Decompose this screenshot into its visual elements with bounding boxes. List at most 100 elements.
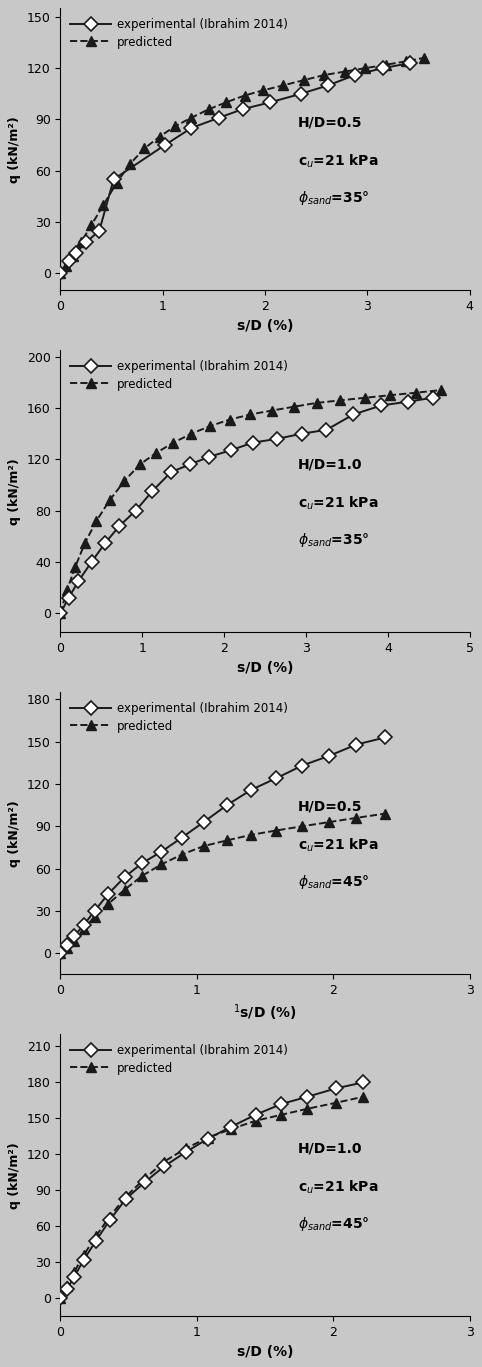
predicted [291,399,296,416]
predicted [171,435,176,451]
experimental (Ibrahim 2014) [117,518,122,534]
experimental (Ibrahim 2014) [253,1106,258,1122]
predicted [299,817,305,834]
predicted [414,384,419,401]
predicted [65,939,70,956]
experimental (Ibrahim 2014) [66,589,71,606]
predicted [72,559,78,576]
predicted [273,823,279,839]
experimental (Ibrahim 2014) [326,77,332,93]
predicted [382,805,388,822]
predicted [253,1113,258,1129]
experimental (Ibrahim 2014) [123,1191,129,1207]
predicted [242,87,248,104]
experimental (Ibrahim 2014) [103,534,108,551]
Text: H/D=1.0: H/D=1.0 [298,1141,362,1155]
experimental (Ibrahim 2014) [183,1144,189,1161]
experimental (Ibrahim 2014) [89,554,94,570]
predicted [57,1290,63,1307]
experimental (Ibrahim 2014) [57,606,63,622]
experimental (Ibrahim 2014) [299,757,305,774]
predicted [223,94,229,111]
Legend: experimental (Ibrahim 2014), predicted: experimental (Ibrahim 2014), predicted [67,14,292,52]
predicted [107,1208,112,1225]
predicted [337,392,343,409]
Legend: experimental (Ibrahim 2014), predicted: experimental (Ibrahim 2014), predicted [67,699,292,735]
Text: H/D=0.5: H/D=0.5 [298,115,362,130]
predicted [123,1188,129,1204]
X-axis label: s/D (%): s/D (%) [237,1345,294,1359]
experimental (Ibrahim 2014) [224,797,230,813]
predicted [101,197,107,213]
predicted [269,402,275,418]
Y-axis label: q (kN/m²): q (kN/m²) [8,116,21,183]
experimental (Ibrahim 2014) [66,253,71,269]
experimental (Ibrahim 2014) [188,120,194,137]
Text: H/D=0.5: H/D=0.5 [298,800,362,813]
predicted [121,473,127,489]
Text: c$_u$=21 kPa: c$_u$=21 kPa [298,1178,378,1196]
Text: c$_u$=21 kPa: c$_u$=21 kPa [298,495,378,511]
predicted [249,827,254,843]
predicted [64,582,70,599]
experimental (Ibrahim 2014) [71,928,77,945]
experimental (Ibrahim 2014) [380,60,386,77]
predicted [388,387,393,403]
predicted [139,868,145,884]
predicted [142,1170,148,1187]
predicted [279,1106,284,1122]
experimental (Ibrahim 2014) [333,1080,339,1096]
predicted [82,534,88,551]
experimental (Ibrahim 2014) [305,1088,310,1105]
predicted [121,882,127,898]
Text: c$_u$=21 kPa: c$_u$=21 kPa [298,152,378,170]
experimental (Ibrahim 2014) [430,390,436,406]
predicted [281,77,286,93]
experimental (Ibrahim 2014) [382,729,388,745]
predicted [71,932,77,949]
predicted [88,217,94,234]
predicted [57,265,63,282]
predicted [70,247,76,264]
predicted [301,72,307,89]
X-axis label: $^1$s/D (%): $^1$s/D (%) [233,1002,297,1024]
experimental (Ibrahim 2014) [187,457,193,473]
experimental (Ibrahim 2014) [352,67,358,83]
experimental (Ibrahim 2014) [92,902,97,919]
Y-axis label: q (kN/m²): q (kN/m²) [8,800,21,867]
experimental (Ibrahim 2014) [161,1158,167,1174]
predicted [361,1088,366,1105]
experimental (Ibrahim 2014) [81,917,87,934]
predicted [107,492,112,509]
experimental (Ibrahim 2014) [133,503,139,519]
predicted [114,175,120,191]
experimental (Ibrahim 2014) [81,1252,87,1269]
predicted [207,418,213,435]
Line: experimental (Ibrahim 2014): experimental (Ibrahim 2014) [55,59,415,278]
experimental (Ibrahim 2014) [96,223,102,239]
experimental (Ibrahim 2014) [168,463,174,480]
experimental (Ibrahim 2014) [249,782,254,798]
Y-axis label: q (kN/m²): q (kN/m²) [8,458,21,525]
experimental (Ibrahim 2014) [149,483,155,499]
experimental (Ibrahim 2014) [65,1281,70,1297]
predicted [362,60,368,77]
Text: H/D=1.0: H/D=1.0 [298,458,362,472]
predicted [205,1129,211,1146]
predicted [63,258,68,275]
predicted [57,606,63,622]
predicted [142,141,147,157]
predicted [227,411,233,428]
predicted [247,406,253,422]
predicted [224,833,230,849]
predicted [326,813,332,830]
predicted [92,908,97,924]
Text: $\phi_{sand}$=35°: $\phi_{sand}$=35° [298,530,369,548]
experimental (Ibrahim 2014) [405,394,411,410]
Line: predicted: predicted [55,809,390,958]
Line: predicted: predicted [55,1092,368,1303]
predicted [354,809,360,826]
experimental (Ibrahim 2014) [361,1074,366,1091]
experimental (Ibrahim 2014) [350,406,356,422]
Y-axis label: q (kN/m²): q (kN/m²) [8,1141,21,1208]
